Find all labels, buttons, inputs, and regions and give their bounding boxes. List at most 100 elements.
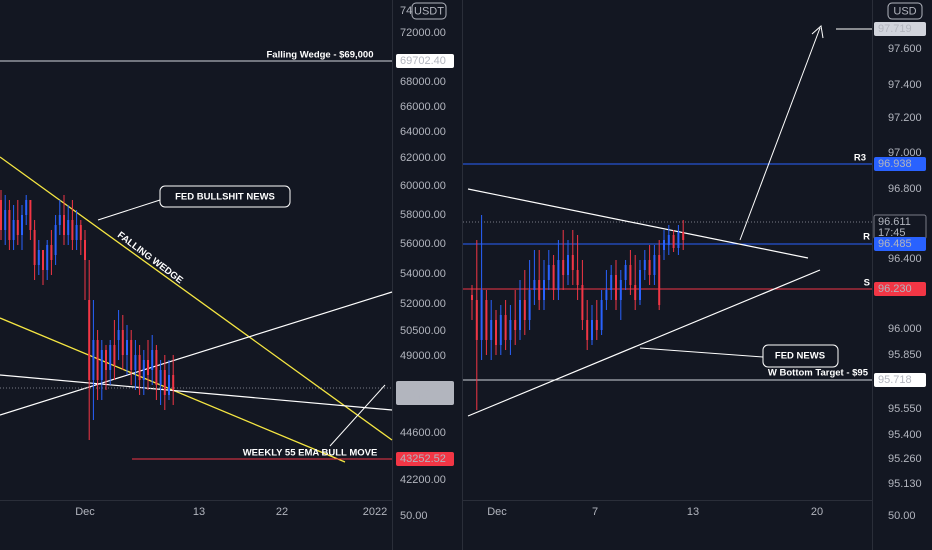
candle-body [610,275,613,290]
price-tag-label: 96.230 [878,283,912,295]
price-tag [396,54,454,68]
price-tick-label: 97.600 [888,43,922,55]
price-tag-label: 97.719 [878,23,912,35]
candle-body [619,280,622,300]
candle-body [624,265,627,280]
annotation: WEEKLY 55 EMA BULL MOVE [243,448,378,459]
candle-body [504,315,507,340]
annotation: R3 [854,153,866,164]
candle-body [480,290,483,340]
price-tick-label: 64000.00 [400,126,446,138]
candle-body [495,320,497,345]
candle-body [37,250,40,265]
date-tick-label: Dec [487,506,507,518]
candle-body [658,255,661,305]
price-tag [874,157,926,171]
candle-body [677,232,680,248]
price-tick-label: 96.800 [888,183,922,195]
callout-line [329,384,386,447]
price-tick-label: 96.400 [888,253,922,265]
candle-body [168,375,170,395]
price-tick-label: 96.000 [888,323,922,335]
candle-body [29,200,32,230]
candle-body [509,320,512,340]
candle-body [50,245,53,260]
callout-box [159,185,291,208]
price-tick-label: 62000.00 [400,152,446,164]
price-tag-label: 96.485 [878,238,912,250]
candle-body [138,355,141,380]
price-tick-label: 50.00 [888,510,916,522]
candle-body [605,290,608,300]
candle-body [155,350,158,385]
candle-body [682,232,685,240]
currency-label: USD [893,5,916,17]
price-tick-label: 97.400 [888,79,922,91]
price-tick-label: 50.00 [400,510,428,522]
candle-body [79,225,82,240]
candle-body [142,360,145,380]
price-tag [874,373,926,387]
countdown: 17:45 [878,227,906,239]
triangle-line [467,188,809,259]
candle-body [552,265,555,290]
candle-body [121,330,124,355]
price-tag-label: 43252.52 [400,453,446,465]
price-tick-label: 56000.00 [400,238,446,250]
trend-line [0,374,393,411]
candle-body [543,280,545,300]
candle-body [519,300,521,330]
candle-body [172,375,175,390]
candle-body [42,250,44,270]
triangle-line [467,269,821,417]
callout-box [762,344,839,368]
price-tag [874,282,926,296]
candle-body [163,370,166,395]
price-tag-label: 95.718 [878,374,912,386]
price-tick-label: 95.130 [888,478,922,490]
candle-body [547,265,550,280]
price-tick-label: 95.850 [888,349,922,361]
price-tick-label: 50500.00 [400,325,446,337]
candle-body [567,255,569,275]
price-tick-label: 52000.00 [400,298,446,310]
candle-body [557,260,560,290]
candle-body [485,300,488,340]
annotation: FED NEWS [775,351,825,362]
date-tick-label: 13 [193,506,205,518]
candle-body [528,290,531,320]
candle-body [54,225,57,255]
arrow-head [811,25,824,39]
candle-body [8,210,11,240]
wedge-line [0,156,393,441]
candle-body [475,300,478,340]
candle-body [523,300,526,320]
annotation: W Bottom Target - $95 [768,368,869,379]
price-tick-label: 72000.00 [400,27,446,39]
candle-body [16,220,19,235]
candle-body [75,225,78,240]
projection-arrow [739,27,821,241]
candle-body [0,200,2,230]
candle-body [58,215,61,225]
price-tick-label: 97.200 [888,112,922,124]
date-tick-label: Dec [75,506,95,518]
candle-body [159,370,162,385]
candle-body [648,260,651,275]
candle-body [130,340,133,370]
price-tick-label: 42200.00 [400,474,446,486]
candle-body [591,320,593,340]
candle-body [471,295,473,300]
candle-body [88,300,91,380]
countdown: 17:45 [400,393,428,405]
candle-body [639,270,641,300]
candle-body [533,280,536,290]
price-tag [396,381,454,405]
candle-body [4,210,7,230]
candle-body [71,220,74,240]
candle-body [672,235,675,248]
candle-body [100,350,103,380]
annotation: R [863,232,870,243]
